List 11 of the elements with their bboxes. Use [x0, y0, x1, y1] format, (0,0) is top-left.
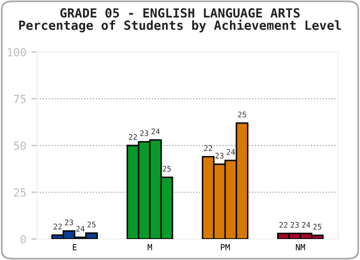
y-tick-label: 0 — [20, 235, 26, 244]
y-tick-label: 100 — [8, 48, 26, 56]
chart-title: GRADE 05 - ENGLISH LANGUAGE ARTS — [60, 8, 300, 18]
x-tick-label: PM — [220, 244, 230, 250]
x-tick-label: NM — [296, 244, 306, 250]
y-tick-label: 25 — [14, 188, 26, 197]
x-tick-label: E — [72, 244, 77, 250]
y-tick-label: 75 — [14, 94, 26, 104]
x-tick-label: M — [148, 244, 152, 250]
y-tick-label: 50 — [14, 142, 26, 150]
chart-subtitle: Percentage of Students by Achievement Level — [19, 20, 341, 32]
